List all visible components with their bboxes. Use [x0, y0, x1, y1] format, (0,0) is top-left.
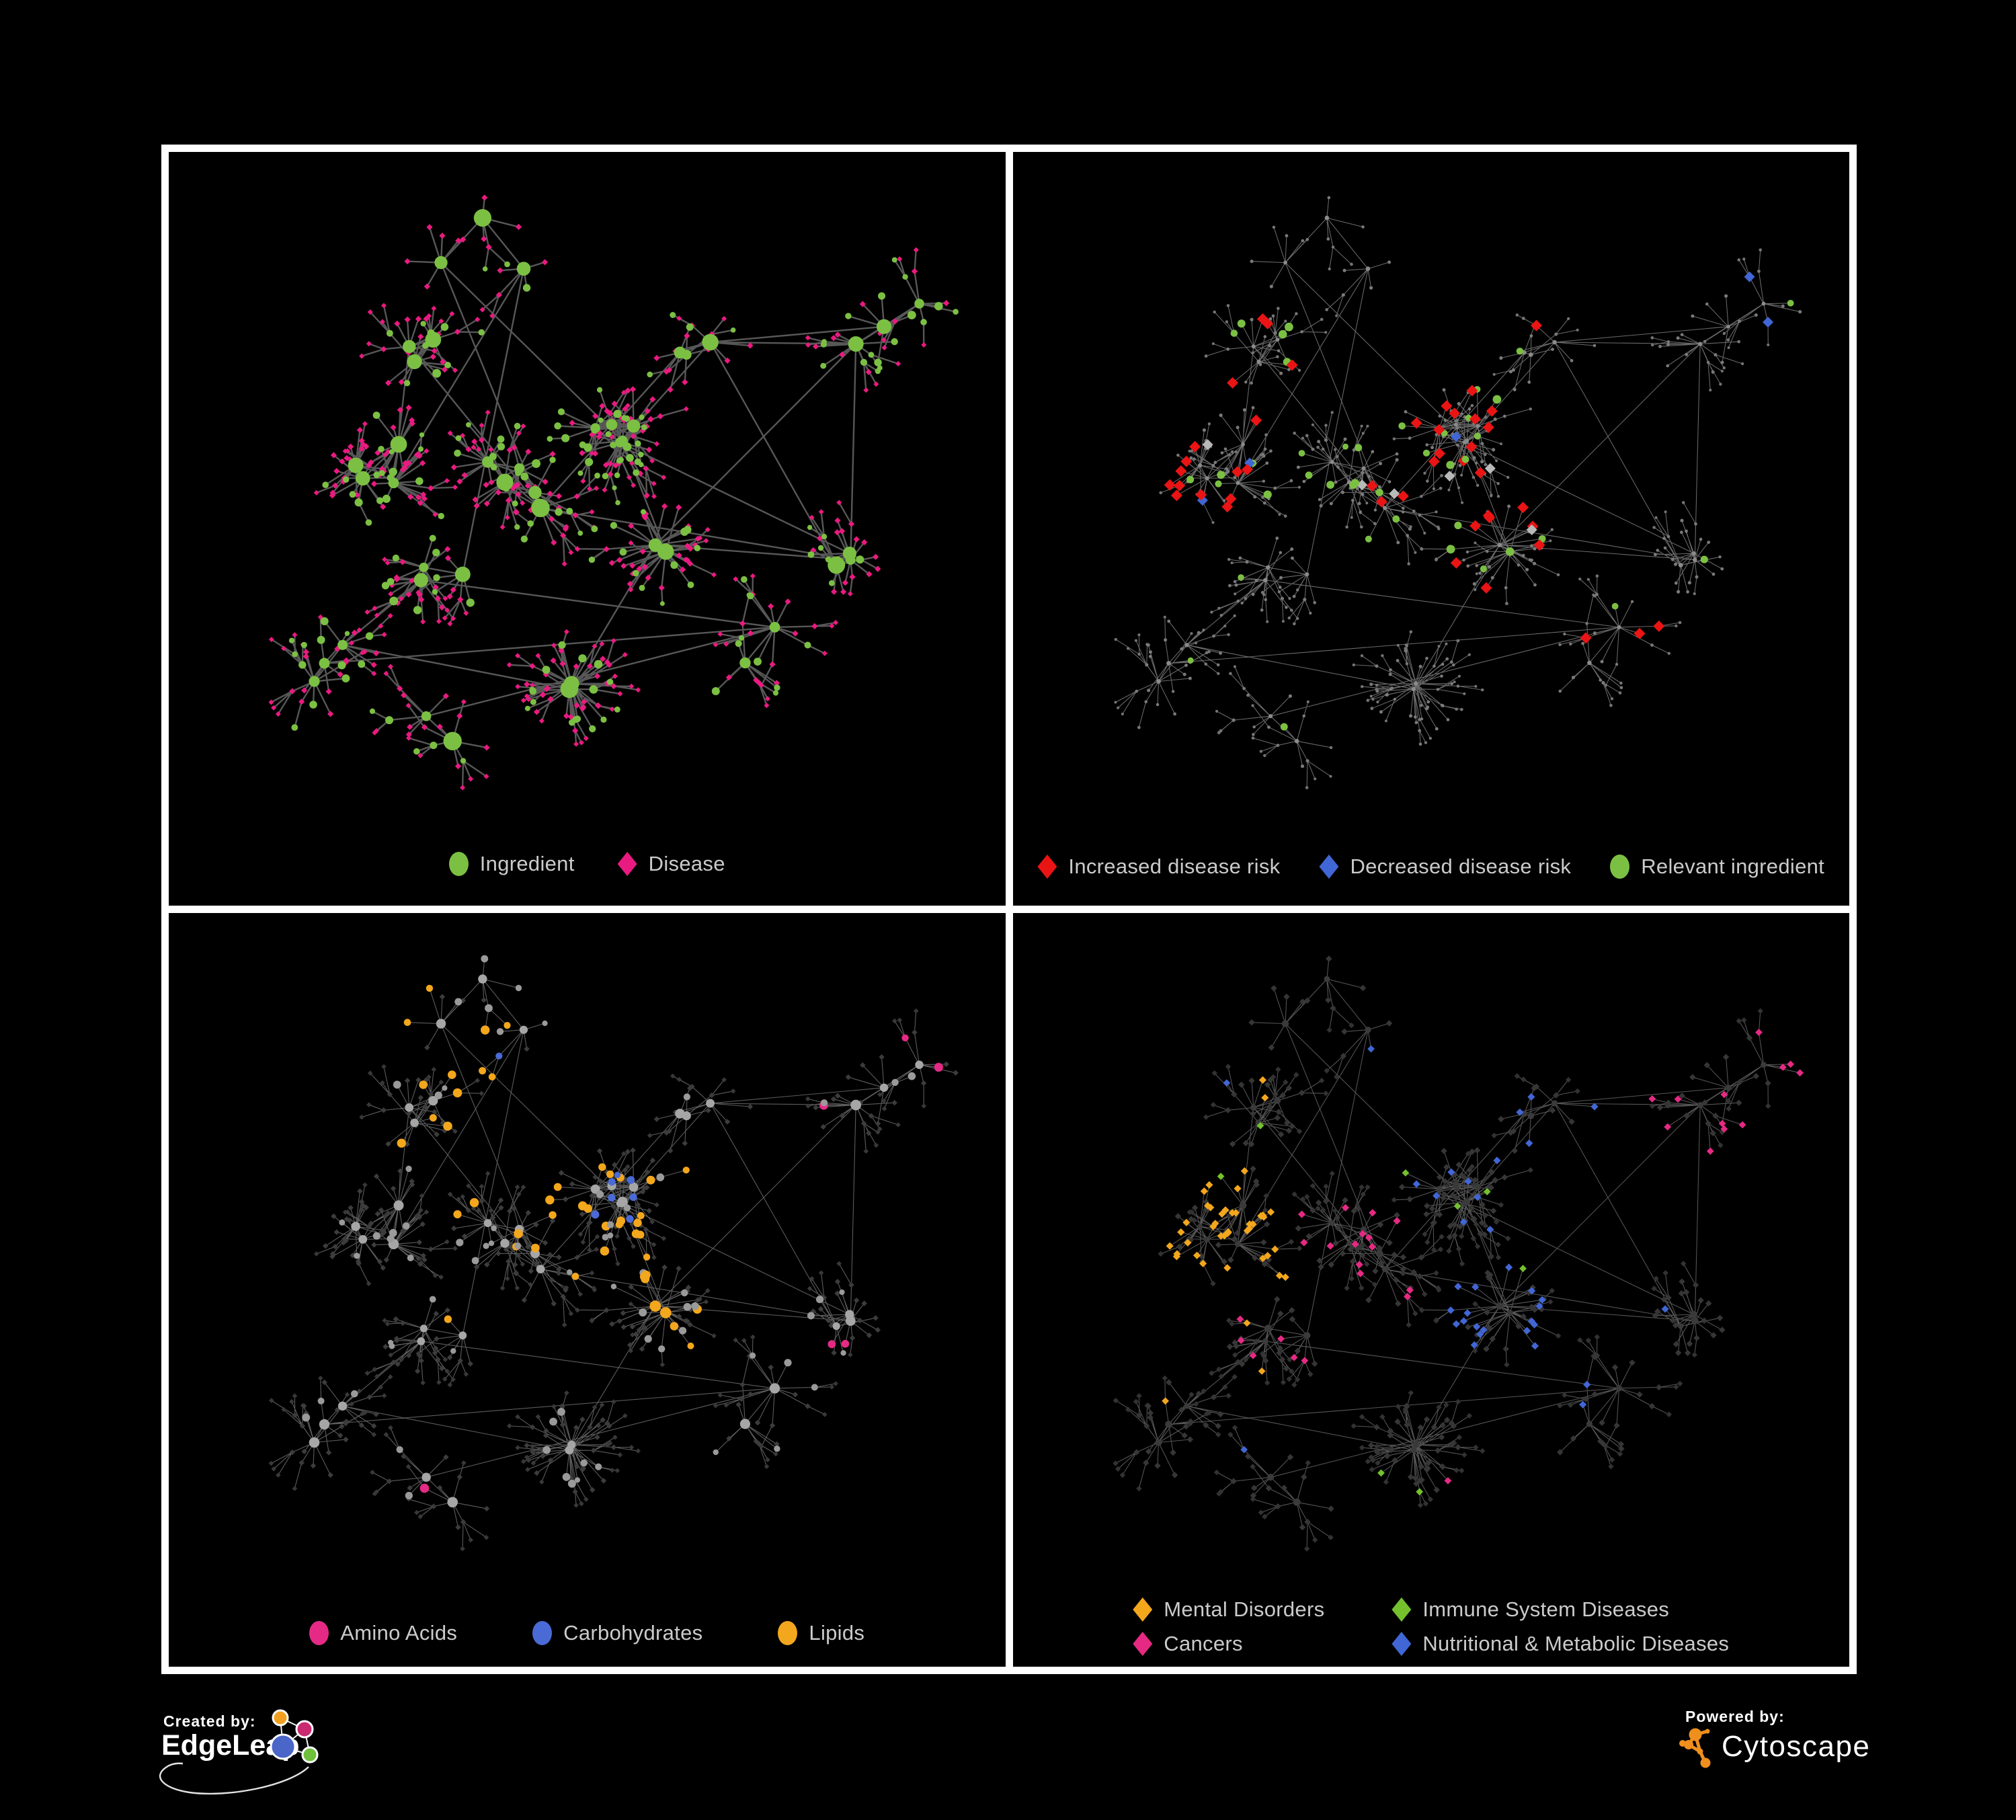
- legend-label: Disease: [648, 852, 725, 875]
- legend-label: Cancers: [1164, 1632, 1243, 1655]
- legend-label: Carbohydrates: [563, 1621, 703, 1645]
- diamond-swatch-icon: [1392, 1632, 1412, 1656]
- legend-label: Mental Disorders: [1164, 1597, 1325, 1621]
- legend-item-carbohydrates: Carbohydrates: [532, 1621, 702, 1645]
- legend-disease-categories: Mental Disorders Immune System Diseases …: [1013, 1597, 1850, 1656]
- legend-nutrient-classes: Amino Acids Carbohydrates Lipids: [169, 1621, 1006, 1645]
- diamond-swatch-icon: [1133, 1632, 1153, 1656]
- edgeleap-node-blue-icon: [270, 1733, 296, 1760]
- legend-ingredient-disease: Ingredient Disease: [169, 852, 1006, 876]
- diamond-swatch-icon: [1392, 1597, 1412, 1622]
- diamond-swatch-icon: [1319, 855, 1339, 879]
- cytoscape-logo: Powered by: Cytoscape: [1679, 1708, 1870, 1768]
- diamond-swatch-icon: [617, 852, 637, 876]
- legend-item-immune-system-diseases: Immune System Diseases: [1392, 1597, 1729, 1622]
- legend-label: Immune System Diseases: [1422, 1597, 1670, 1621]
- legend-item-lipids: Lipids: [778, 1621, 864, 1645]
- legend-label: Amino Acids: [340, 1621, 458, 1645]
- cytoscape-wordmark: Cytoscape: [1722, 1730, 1870, 1763]
- nutrient-classes-network-canvas: [268, 955, 959, 1552]
- edgeleap-node-magenta-icon: [295, 1720, 314, 1739]
- circle-swatch-icon: [532, 1621, 553, 1645]
- legend-label: Ingredient: [479, 852, 575, 875]
- circle-swatch-icon: [1610, 855, 1630, 879]
- legend-disease-risk: Increased disease risk Decreased disease…: [1013, 855, 1850, 879]
- legend-item-amino-acids: Amino Acids: [309, 1621, 457, 1645]
- figure-grid: Ingredient Disease Increased disease ris…: [161, 145, 1857, 1674]
- edgeleap-node-green-icon: [301, 1746, 319, 1764]
- legend-label: Nutritional & Metabolic Diseases: [1422, 1632, 1730, 1655]
- legend-item-mental-disorders: Mental Disorders: [1133, 1597, 1324, 1622]
- legend-item-nutritional-metabolic-diseases: Nutritional & Metabolic Diseases: [1392, 1632, 1729, 1656]
- diamond-swatch-icon: [1037, 855, 1057, 879]
- legend-item-increased-disease-risk: Increased disease risk: [1037, 855, 1280, 879]
- legend-label: Decreased disease risk: [1350, 855, 1572, 878]
- panel-disease-categories: Mental Disorders Immune System Diseases …: [1012, 913, 1850, 1667]
- circle-swatch-icon: [309, 1621, 329, 1645]
- cytoscape-icon: [1679, 1728, 1711, 1768]
- edgeleap-network-nodes: [270, 1709, 319, 1764]
- diamond-swatch-icon: [1133, 1597, 1153, 1622]
- circle-swatch-icon: [778, 1621, 798, 1645]
- edgeleap-node-orange-icon: [272, 1709, 289, 1727]
- powered-by-label: Powered by:: [1685, 1708, 1785, 1725]
- disease-categories-network-canvas: [1112, 955, 1804, 1552]
- edgeleap-swoosh: [159, 1762, 309, 1795]
- legend-item-relevant-ingredient: Relevant ingredient: [1610, 855, 1824, 879]
- legend-item-ingredient: Ingredient: [448, 852, 575, 876]
- legend-label: Lipids: [809, 1621, 865, 1645]
- ingredient-disease-network-canvas: [268, 194, 959, 791]
- legend-item-disease: Disease: [617, 852, 725, 876]
- edgeleap-logo: Created by: EdgeLeap: [159, 1709, 319, 1795]
- panel-disease-risk: Increased disease risk Decreased disease…: [1012, 152, 1850, 906]
- legend-item-cancers: Cancers: [1133, 1632, 1324, 1656]
- created-by-label: Created by:: [163, 1712, 256, 1730]
- legend-item-decreased-disease-risk: Decreased disease risk: [1319, 855, 1571, 879]
- legend-label: Relevant ingredient: [1641, 855, 1825, 878]
- circle-swatch-icon: [448, 852, 469, 876]
- panel-ingredient-disease: Ingredient Disease: [169, 152, 1006, 906]
- legend-label: Increased disease risk: [1068, 855, 1281, 878]
- panel-nutrient-classes: Amino Acids Carbohydrates Lipids: [169, 913, 1006, 1667]
- disease-risk-network-canvas: [1113, 196, 1802, 789]
